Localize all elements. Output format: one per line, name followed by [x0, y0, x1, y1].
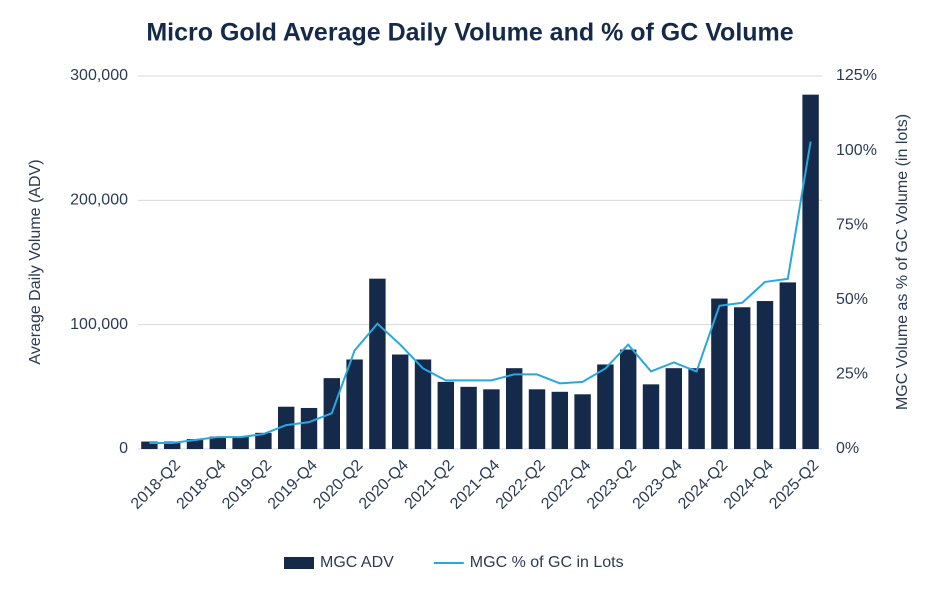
- bar: [665, 368, 683, 449]
- x-tick-label: 2018-Q2: [128, 457, 184, 513]
- bar: [528, 389, 546, 449]
- bar: [255, 432, 272, 449]
- bar: [391, 354, 409, 449]
- bar: [802, 94, 819, 450]
- y2-tick-label: 125%: [836, 67, 877, 84]
- bar: [141, 441, 158, 449]
- y2-axis-label: MGC Volume as % of GC Volume (in lots): [894, 114, 911, 410]
- bar: [163, 441, 181, 449]
- bar: [711, 298, 728, 449]
- bar: [346, 359, 363, 449]
- x-tick-label: 2023-Q4: [630, 457, 686, 513]
- x-tick-label: 2018-Q4: [174, 457, 230, 513]
- legend-label: MGC ADV: [320, 554, 394, 571]
- x-tick-label: 2022-Q4: [538, 457, 594, 513]
- bar: [733, 307, 751, 449]
- x-tick-label: 2020-Q2: [310, 457, 366, 513]
- x-tick-label: 2021-Q4: [447, 457, 503, 513]
- y2-tick-label: 50%: [836, 291, 868, 308]
- x-tick-label: 2024-Q4: [721, 457, 777, 513]
- bar: [597, 364, 614, 449]
- bar: [779, 282, 797, 449]
- bar: [277, 406, 295, 449]
- line: [149, 141, 812, 445]
- bar: [186, 439, 204, 449]
- x-tick-label: 2019-Q4: [265, 457, 321, 513]
- bar: [300, 407, 318, 449]
- bar: [642, 384, 660, 449]
- bar: [209, 436, 227, 449]
- bar: [414, 359, 432, 449]
- y2-tick-label: 25%: [836, 366, 868, 383]
- x-tick-label: 2022-Q2: [493, 457, 549, 513]
- bar: [437, 381, 455, 449]
- x-tick-label: 2021-Q2: [402, 457, 458, 513]
- y2-tick-label: 0%: [836, 440, 859, 457]
- x-tick-label: 2023-Q2: [584, 457, 640, 513]
- x-tick-label: 2019-Q2: [219, 457, 275, 513]
- y-tick-label: 300,000: [70, 67, 128, 84]
- y2-tick-label: 75%: [836, 216, 868, 233]
- bar: [483, 389, 500, 449]
- y-axis-label: Average Daily Volume (ADV): [27, 159, 44, 364]
- bar: [756, 301, 774, 449]
- bar: [551, 391, 569, 449]
- bar: [619, 349, 637, 449]
- bar: [505, 368, 523, 449]
- legend-swatch: [284, 557, 314, 569]
- chart-title: Micro Gold Average Daily Volume and % of…: [146, 19, 793, 47]
- y-tick-label: 200,000: [70, 192, 128, 209]
- y-tick-label: 100,000: [70, 316, 128, 333]
- x-tick-label: 2020-Q4: [356, 457, 412, 513]
- x-tick-label: 2024-Q2: [675, 457, 731, 513]
- y-tick-label: 0: [119, 440, 128, 457]
- bar: [369, 278, 386, 449]
- x-tick-label: 2025-Q2: [766, 457, 822, 513]
- bar: [688, 368, 705, 449]
- bar: [232, 436, 249, 449]
- bar: [574, 394, 591, 449]
- legend-label: MGC % of GC in Lots: [470, 554, 624, 571]
- bar: [460, 386, 477, 449]
- y2-tick-label: 100%: [836, 142, 877, 159]
